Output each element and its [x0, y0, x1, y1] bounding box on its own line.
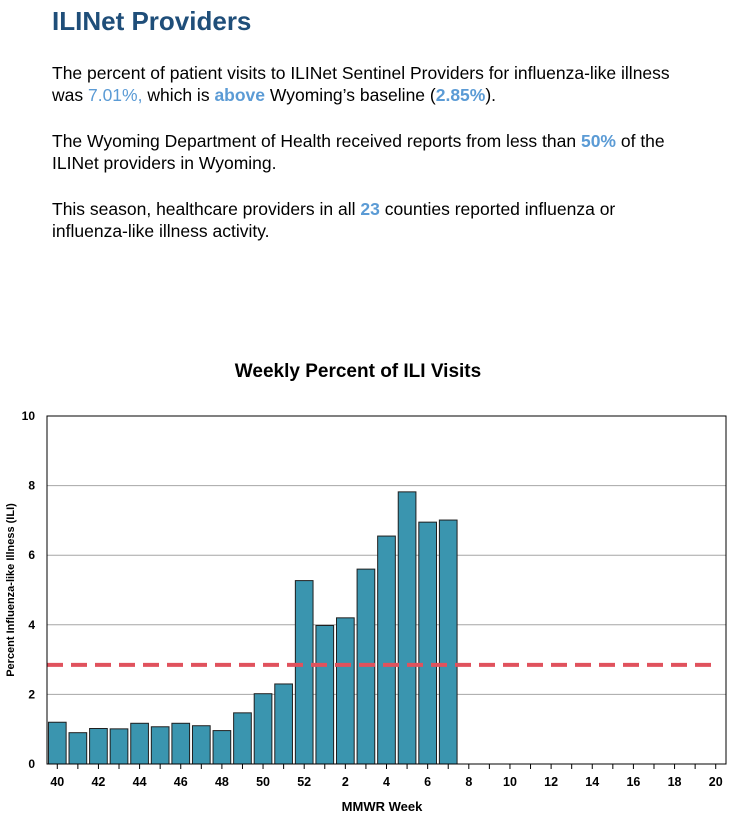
y-tick-label: 0: [28, 757, 35, 771]
ili-percent-value: 7.01%,: [87, 85, 143, 105]
bar-week-44: [130, 722, 149, 765]
x-tick-label: 10: [503, 775, 517, 789]
x-tick-label: 18: [668, 775, 682, 789]
x-tick-label: 52: [297, 775, 311, 789]
x-tick-label: 8: [465, 775, 472, 789]
p2-text-c: of the ILINet providers in Wyoming.: [52, 131, 665, 173]
p1-text-g: ).: [485, 85, 497, 105]
bar-week-50: [253, 693, 273, 765]
bar-week-5: [397, 491, 417, 765]
bar-week-45: [150, 726, 170, 765]
bar-week-48: [212, 730, 232, 765]
bar-week-40: [47, 721, 67, 765]
x-tick-label: 20: [709, 775, 723, 789]
p1-text-c: which is: [142, 85, 215, 105]
y-tick-label: 10: [22, 409, 36, 423]
p1-text-e: Wyoming’s baseline (: [265, 85, 436, 105]
bar-week-42: [89, 728, 108, 765]
x-tick-label: 4: [383, 775, 390, 789]
bars: [47, 491, 458, 765]
x-tick-label: 46: [174, 775, 188, 789]
x-axis-label: MMWR Week: [342, 799, 423, 814]
x-tick-label: 2: [342, 775, 349, 789]
bar-week-6: [418, 521, 437, 765]
bar-week-4: [377, 535, 396, 765]
bar-week-47: [191, 725, 211, 765]
bar-week-46: [171, 722, 191, 765]
bar-week-43: [109, 728, 129, 765]
reporting-percent: 50%: [580, 131, 616, 151]
bar-week-1: [315, 624, 335, 765]
y-tick-label: 4: [28, 618, 35, 632]
bar-week-49: [233, 712, 252, 765]
ili-bar-chart: Weekly Percent of ILI Visits Percent Inf…: [5, 361, 727, 814]
p3-text-a: This season, healthcare providers in all: [52, 199, 361, 219]
y-tick-labels: 0 2 4 6 8 10: [22, 409, 36, 771]
y-tick-label: 8: [28, 479, 35, 493]
x-tick-labels: 40 42 44 46 48 50 52 2 4 6 8 10 12 14 16 18 20: [50, 764, 723, 789]
ili-percent-paragraph: The percent of patient visits to ILINet …: [52, 62, 692, 106]
bar-week-52: [294, 580, 314, 765]
baseline-status: above: [214, 85, 266, 105]
bar-week-51: [274, 683, 293, 765]
y-axis-label: Percent Influenza-like Illness (ILI): [5, 503, 17, 677]
p1-text-a: The percent of patient visits to ILINet …: [52, 63, 670, 105]
counties-paragraph: This season, healthcare providers in all…: [52, 198, 692, 242]
p2-text-a: The Wyoming Department of Health receive…: [52, 131, 581, 151]
x-tick-label: 40: [50, 775, 64, 789]
y-tick-label: 2: [28, 687, 35, 701]
x-tick-label: 12: [544, 775, 558, 789]
x-tick-label: 6: [424, 775, 431, 789]
x-tick-label: 14: [585, 775, 599, 789]
x-tick-label: 44: [133, 775, 147, 789]
x-tick-label: 50: [256, 775, 270, 789]
p3-text-c: counties reported influenza or influenza…: [52, 199, 616, 241]
baseline-value: 2.85%: [435, 85, 486, 105]
y-tick-label: 6: [28, 548, 35, 562]
bar-week-7: [438, 519, 458, 765]
bar-week-41: [68, 732, 88, 765]
chart-title: Weekly Percent of ILI Visits: [235, 361, 481, 382]
bar-week-2: [336, 617, 355, 765]
x-tick-label: 42: [91, 775, 105, 789]
x-tick-label: 16: [626, 775, 640, 789]
reporting-paragraph: The Wyoming Department of Health receive…: [52, 130, 692, 174]
x-tick-label: 48: [215, 775, 229, 789]
page-title: ILINet Providers: [52, 6, 252, 36]
counties-count: 23: [360, 199, 380, 219]
